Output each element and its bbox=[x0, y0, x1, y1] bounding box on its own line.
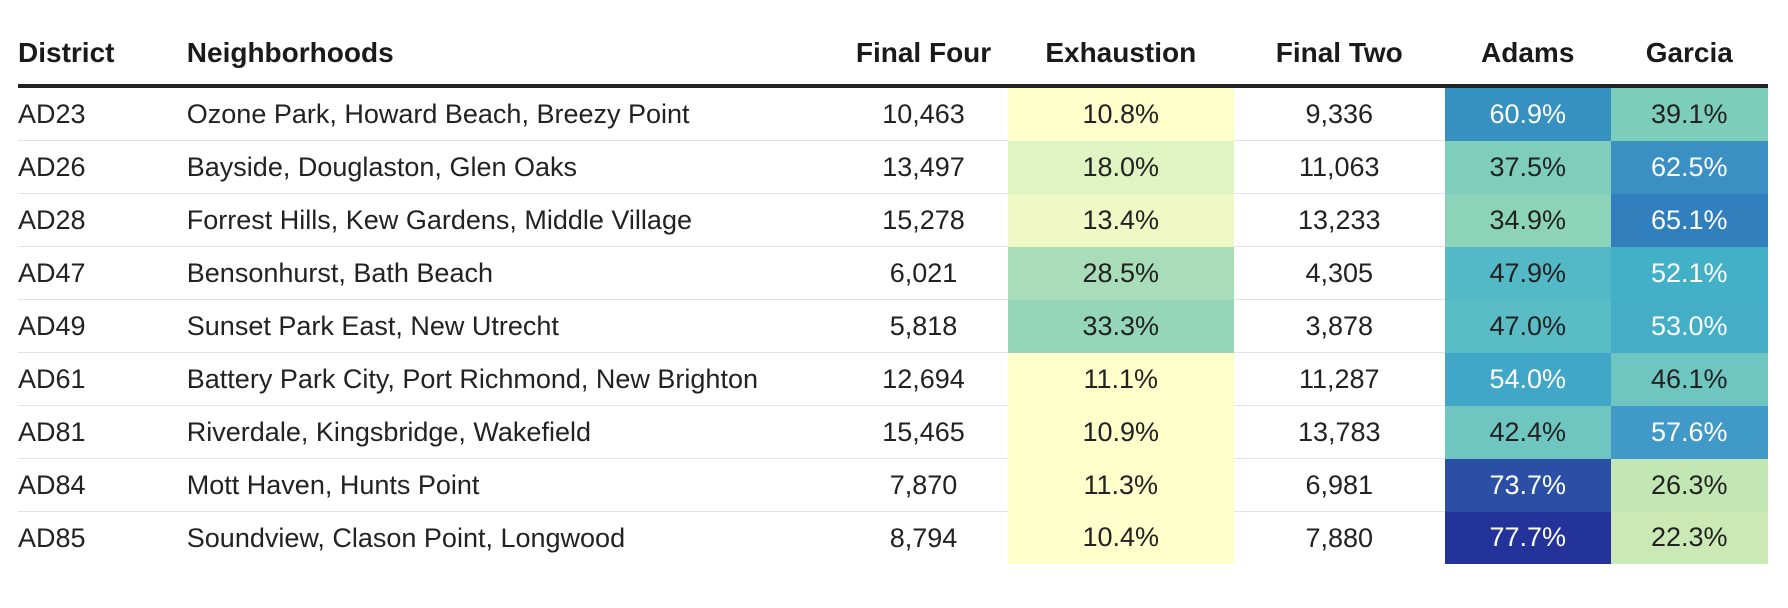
cell-final-four: 15,278 bbox=[839, 193, 1008, 247]
cell-exhaustion: 10.8% bbox=[1007, 86, 1234, 141]
cell-adams: 34.9% bbox=[1444, 193, 1611, 247]
cell-exhaustion: 11.3% bbox=[1007, 458, 1234, 512]
table-row: AD23 Ozone Park, Howard Beach, Breezy Poi… bbox=[18, 86, 1768, 141]
cell-final-four: 13,497 bbox=[839, 140, 1008, 194]
cell-exhaustion: 10.9% bbox=[1007, 405, 1234, 459]
header-row: District Neighborhoods Final Four Exhaus… bbox=[18, 22, 1768, 88]
column-header-adams: Adams bbox=[1444, 22, 1611, 88]
table-row: AD49 Sunset Park East, New Utrecht 5,818 33… bbox=[18, 299, 1768, 353]
cell-adams: 47.9% bbox=[1444, 246, 1611, 300]
cell-final-two: 3,878 bbox=[1233, 299, 1445, 353]
cell-neighborhoods: Bensonhurst, Bath Beach bbox=[186, 246, 840, 300]
cell-adams: 42.4% bbox=[1444, 405, 1611, 459]
table-row: AD26 Bayside, Douglaston, Glen Oaks 13,497… bbox=[18, 140, 1768, 194]
cell-adams: 73.7% bbox=[1444, 458, 1611, 512]
cell-district: AD49 bbox=[18, 299, 187, 353]
cell-neighborhoods: Sunset Park East, New Utrecht bbox=[186, 299, 840, 353]
cell-garcia: 57.6% bbox=[1610, 405, 1768, 459]
cell-neighborhoods: Bayside, Douglaston, Glen Oaks bbox=[186, 140, 840, 194]
cell-final-two: 11,287 bbox=[1233, 352, 1445, 406]
column-header-exhaustion: Exhaustion bbox=[1007, 22, 1234, 88]
cell-garcia: 52.1% bbox=[1610, 246, 1768, 300]
table-row: AD61 Battery Park City, Port Richmond, Ne… bbox=[18, 352, 1768, 406]
cell-neighborhoods: Riverdale, Kingsbridge, Wakefield bbox=[186, 405, 840, 459]
cell-final-two: 11,063 bbox=[1233, 140, 1445, 194]
cell-district: AD47 bbox=[18, 246, 187, 300]
results-table: District Neighborhoods Final Four Exhaus… bbox=[18, 22, 1768, 564]
cell-final-four: 15,465 bbox=[839, 405, 1008, 459]
cell-district: AD81 bbox=[18, 405, 187, 459]
cell-district: AD23 bbox=[18, 86, 187, 141]
cell-final-four: 6,021 bbox=[839, 246, 1008, 300]
cell-final-four: 7,870 bbox=[839, 458, 1008, 512]
cell-district: AD84 bbox=[18, 458, 187, 512]
cell-garcia: 65.1% bbox=[1610, 193, 1768, 247]
cell-neighborhoods: Ozone Park, Howard Beach, Breezy Point bbox=[186, 86, 840, 141]
cell-adams: 60.9% bbox=[1444, 86, 1611, 141]
cell-final-four: 12,694 bbox=[839, 352, 1008, 406]
column-header-neighborhoods: Neighborhoods bbox=[186, 22, 840, 88]
table-row: AD47 Bensonhurst, Bath Beach 6,021 28.5% 4,3… bbox=[18, 246, 1768, 300]
cell-final-two: 6,981 bbox=[1233, 458, 1445, 512]
cell-district: AD85 bbox=[18, 522, 86, 553]
cell-district: AD28 bbox=[18, 193, 187, 247]
cell-final-four: 5,818 bbox=[839, 299, 1008, 353]
cell-garcia: 62.5% bbox=[1610, 140, 1768, 194]
cell-final-two: 13,233 bbox=[1233, 193, 1445, 247]
cell-final-two: 4,305 bbox=[1233, 246, 1445, 300]
cell-final-four: 8,794 bbox=[889, 522, 958, 553]
cell-final-four: 10,463 bbox=[839, 86, 1008, 141]
cell-garcia: 22.3% bbox=[1610, 511, 1768, 564]
cell-garcia: 53.0% bbox=[1610, 299, 1768, 353]
cell-exhaustion: 10.4% bbox=[1007, 511, 1234, 564]
cell-adams: 37.5% bbox=[1444, 140, 1611, 194]
column-header-garcia: Garcia bbox=[1610, 22, 1768, 88]
results-table-container: District Neighborhoods Final Four Exhaus… bbox=[18, 22, 1768, 564]
table-row: AD84 Mott Haven, Hunts Point 7,870 11.3% 6,9… bbox=[18, 458, 1768, 512]
cell-garcia: 26.3% bbox=[1610, 458, 1768, 512]
cell-exhaustion: 13.4% bbox=[1007, 193, 1234, 247]
cell-district: AD61 bbox=[18, 352, 187, 406]
cell-exhaustion: 28.5% bbox=[1007, 246, 1234, 300]
cell-final-two: 9,336 bbox=[1233, 86, 1445, 141]
cell-exhaustion: 33.3% bbox=[1007, 299, 1234, 353]
cell-garcia: 39.1% bbox=[1610, 86, 1768, 141]
cell-garcia: 46.1% bbox=[1610, 352, 1768, 406]
cell-exhaustion: 11.1% bbox=[1007, 352, 1234, 406]
table-row: AD28 Forrest Hills, Kew Gardens, Middle V… bbox=[18, 193, 1768, 247]
cell-adams: 54.0% bbox=[1444, 352, 1611, 406]
table-body: AD23 Ozone Park, Howard Beach, Breezy Poi… bbox=[18, 86, 1768, 564]
cell-neighborhoods: Mott Haven, Hunts Point bbox=[186, 458, 840, 512]
column-header-final-two: Final Two bbox=[1233, 22, 1445, 88]
column-header-district: District bbox=[18, 22, 187, 88]
cell-neighborhoods: Soundview, Clason Point, Longwood bbox=[186, 522, 626, 553]
column-header-final-four: Final Four bbox=[839, 22, 1008, 88]
cell-final-two: 13,783 bbox=[1233, 405, 1445, 459]
cell-district: AD26 bbox=[18, 140, 187, 194]
table-row: AD81 Riverdale, Kingsbridge, Wakefield 15,… bbox=[18, 405, 1768, 459]
table-row: AD85 Soundview, Clason Point, Longwood 8,7… bbox=[18, 511, 1768, 564]
cell-neighborhoods: Battery Park City, Port Richmond, New Br… bbox=[186, 352, 840, 406]
cell-exhaustion: 18.0% bbox=[1007, 140, 1234, 194]
cell-neighborhoods: Forrest Hills, Kew Gardens, Middle Villa… bbox=[186, 193, 840, 247]
cell-adams: 47.0% bbox=[1444, 299, 1611, 353]
cell-adams: 77.7% bbox=[1444, 511, 1611, 564]
cell-final-two: 7,880 bbox=[1305, 522, 1374, 553]
